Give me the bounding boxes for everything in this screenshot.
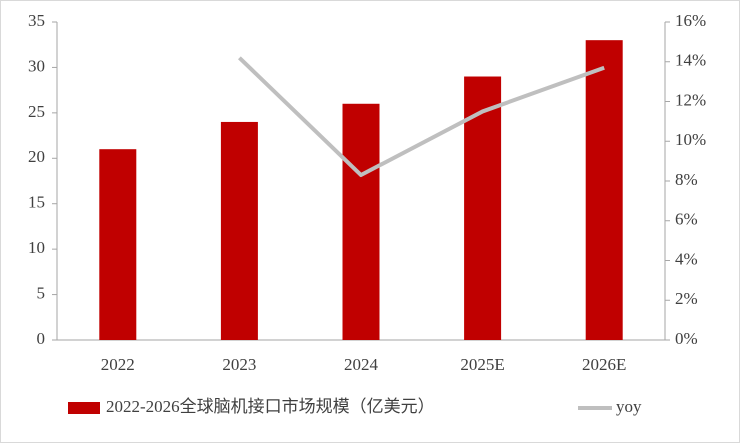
y-tick-label: 20: [28, 147, 45, 166]
x-tick-label: 2025E: [460, 355, 504, 374]
y-tick-label: 15: [28, 193, 45, 212]
legend-label: yoy: [616, 397, 642, 416]
y2-tick-label: 4%: [675, 249, 698, 268]
bar: [464, 76, 502, 340]
bar: [585, 40, 623, 341]
y2-tick-label: 6%: [675, 210, 698, 229]
legend-swatch: [68, 402, 100, 414]
x-tick-label: 2023: [222, 355, 256, 374]
y2-tick-label: 8%: [675, 170, 698, 189]
y2-tick-label: 0%: [675, 329, 698, 348]
y-tick-label: 25: [28, 102, 45, 121]
y-tick-label: 10: [28, 238, 45, 257]
y-tick-label: 30: [28, 56, 45, 75]
y-tick-label: 35: [28, 11, 45, 30]
line: [238, 56, 605, 178]
y2-tick-label: 16%: [675, 11, 706, 30]
bar: [220, 121, 258, 340]
legend-label: 2022-2026全球脑机接口市场规模（亿美元）: [106, 397, 435, 416]
x-tick-label: 2024: [344, 355, 379, 374]
y2-tick-label: 2%: [675, 289, 698, 308]
y2-tick-label: 12%: [675, 90, 706, 109]
y-tick-label: 0: [37, 329, 46, 348]
x-tick-label: 2022: [101, 355, 135, 374]
y2-tick-label: 10%: [675, 130, 706, 149]
y-tick-label: 5: [37, 283, 46, 302]
x-tick-label: 2026E: [582, 355, 626, 374]
bar: [99, 149, 137, 340]
bar: [342, 103, 380, 341]
y2-tick-label: 14%: [675, 51, 706, 70]
